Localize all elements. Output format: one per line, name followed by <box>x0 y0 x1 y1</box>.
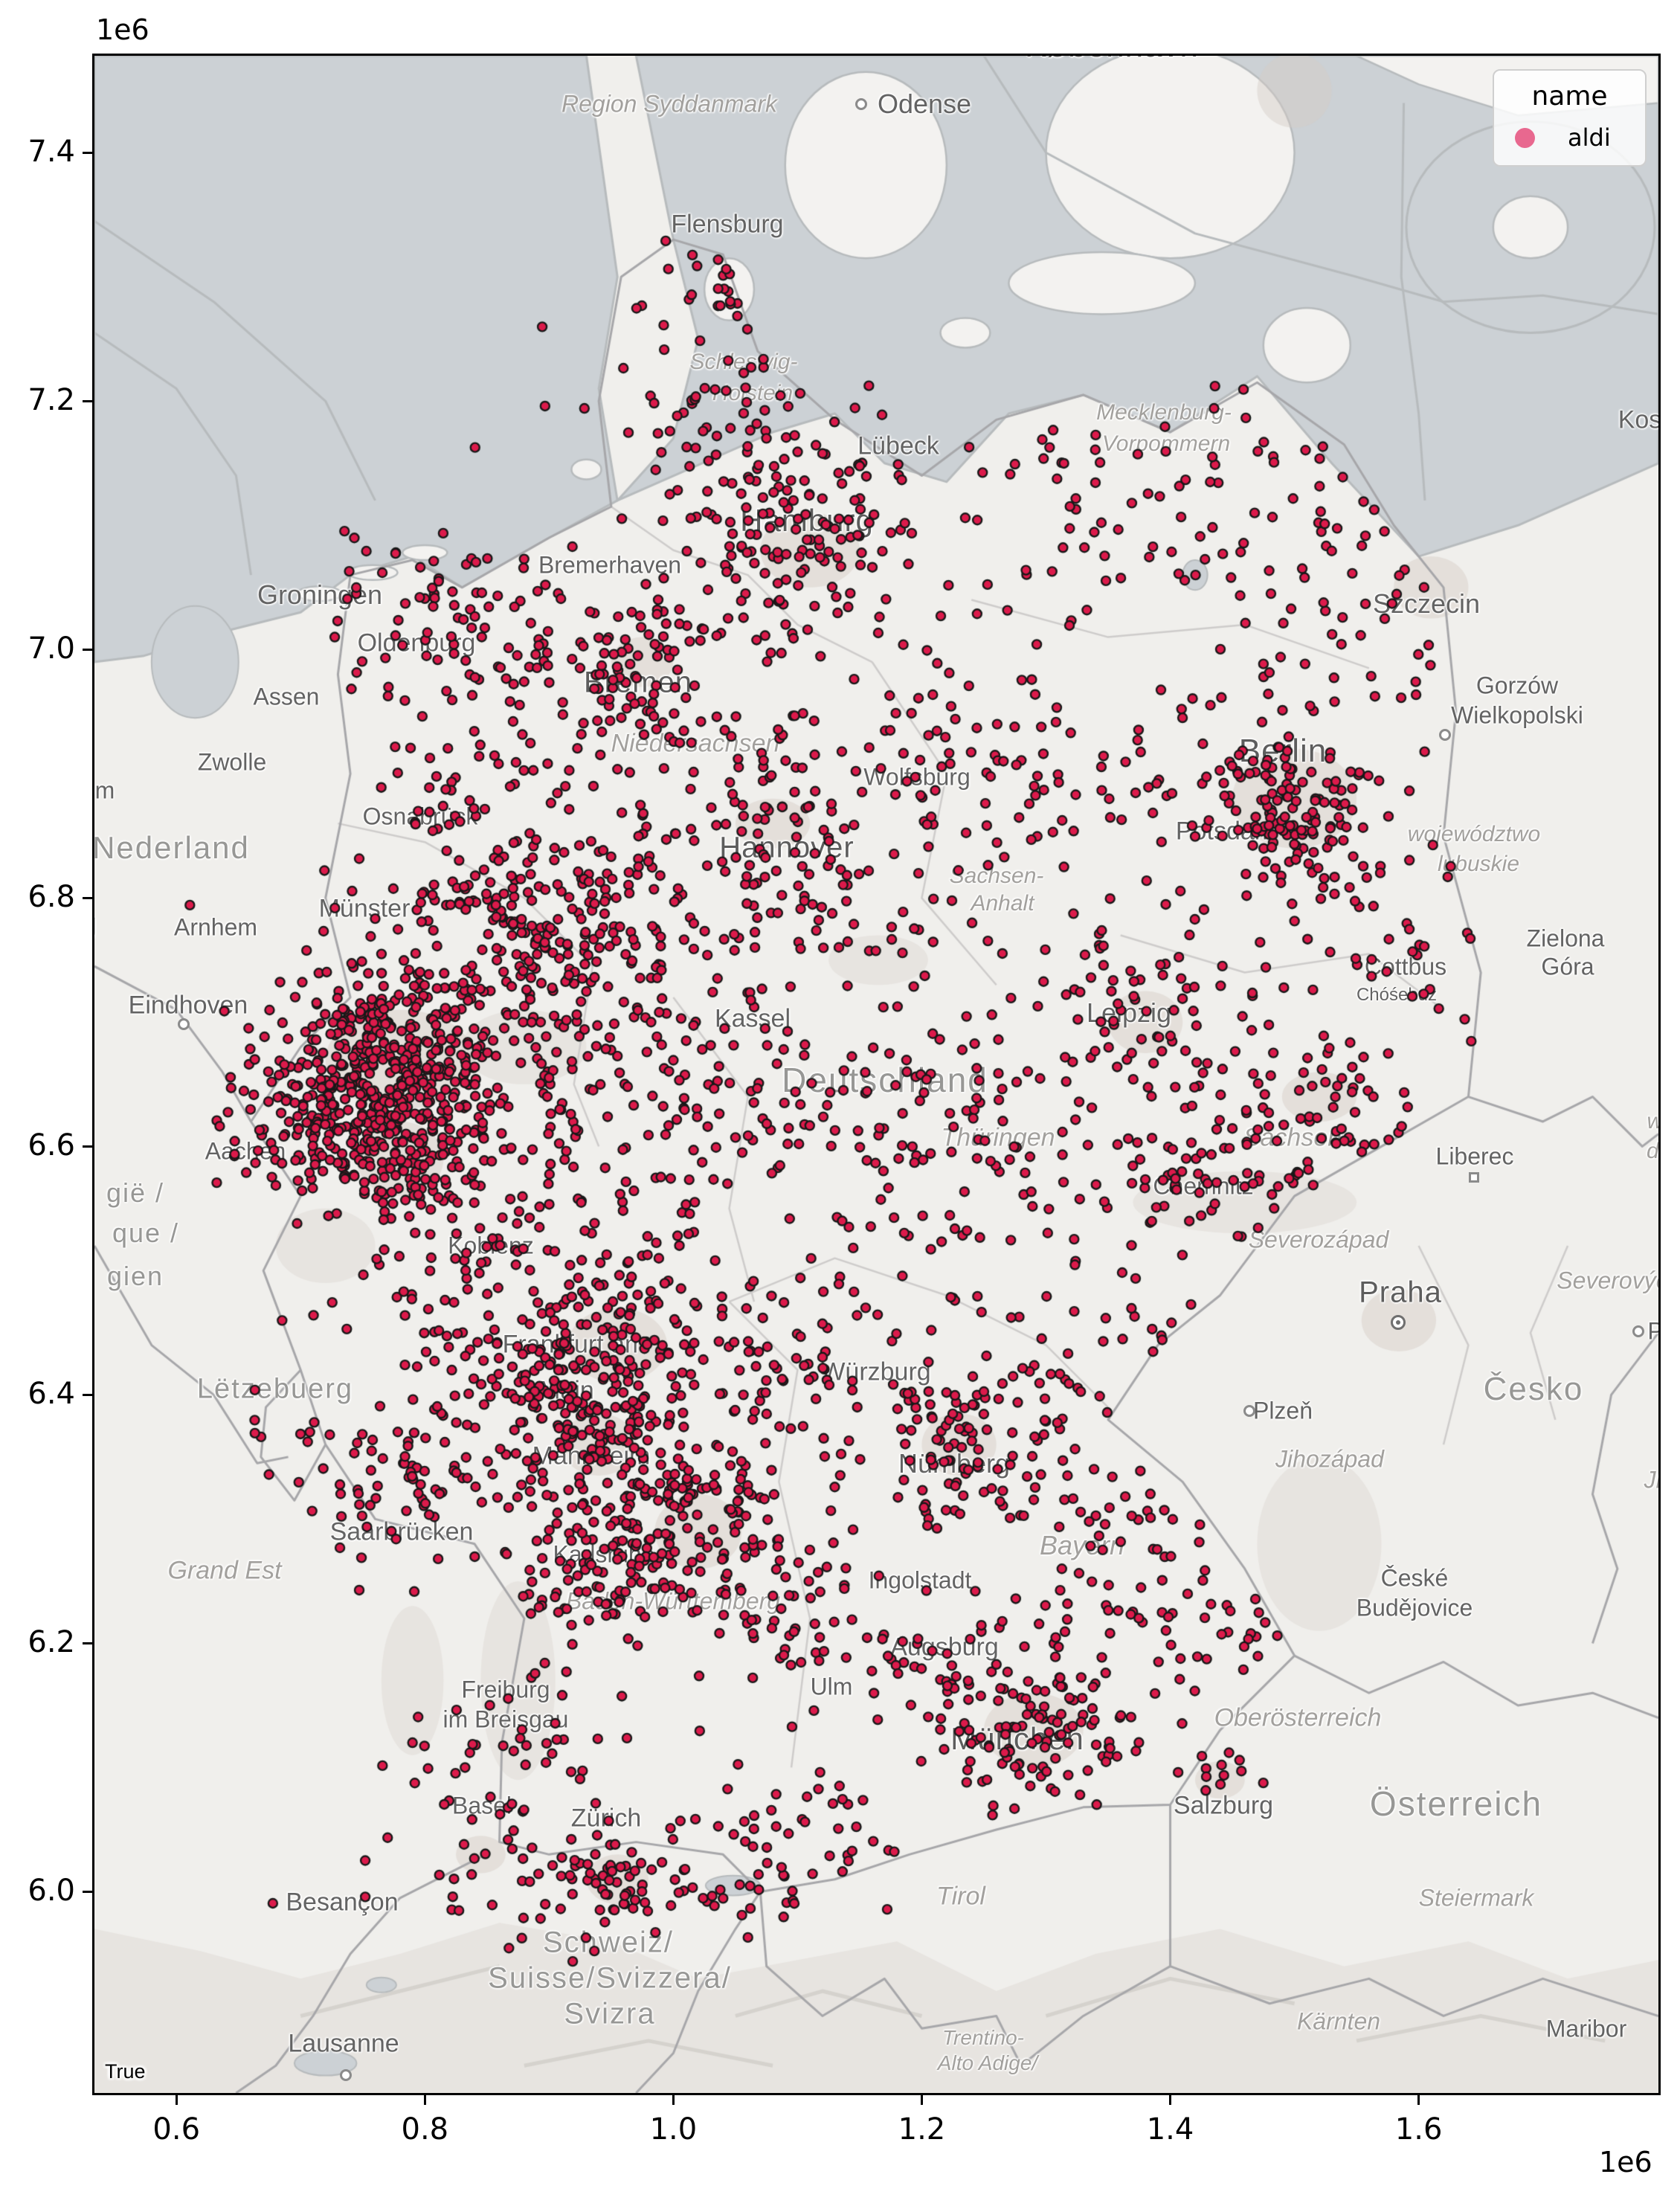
y-tick-mark <box>83 1890 92 1893</box>
y-tick-mark <box>83 1145 92 1148</box>
x-tick-mark <box>175 2095 178 2105</box>
y-tick-label: 7.0 <box>28 631 75 666</box>
y-tick-label: 6.2 <box>28 1625 75 1660</box>
x-tick-mark <box>920 2095 923 2105</box>
attribution-text: True <box>105 2060 146 2083</box>
y-tick-label: 6.8 <box>28 880 75 915</box>
legend-title: name <box>1531 81 1608 112</box>
y-axis-offset-text: 1e6 <box>96 13 149 46</box>
y-tick-label: 7.2 <box>28 383 75 418</box>
x-tick-mark <box>423 2095 426 2105</box>
y-tick-label: 6.4 <box>28 1377 75 1412</box>
y-tick-mark <box>83 399 92 402</box>
x-tick-mark <box>672 2095 675 2105</box>
y-tick-mark <box>83 151 92 154</box>
x-tick-label: 1.4 <box>1146 2112 1194 2147</box>
legend[interactable]: name aldi <box>1493 69 1647 167</box>
x-tick-label: 0.8 <box>401 2112 449 2147</box>
x-tick-label: 1.0 <box>649 2112 698 2147</box>
y-tick-mark <box>83 648 92 651</box>
legend-entry-label: aldi <box>1568 123 1611 152</box>
x-tick-label: 1.2 <box>898 2112 946 2147</box>
legend-marker-aldi <box>1515 127 1535 148</box>
legend-entry[interactable]: aldi <box>1515 123 1627 152</box>
y-tick-mark <box>83 1642 92 1644</box>
y-tick-mark <box>83 1393 92 1396</box>
scatter-canvas <box>94 56 1658 2093</box>
map-plot-area[interactable]: KøbenhavnRegion SyddanmarkOdenseFlensbur… <box>94 56 1658 2093</box>
y-tick-mark <box>83 896 92 899</box>
y-tick-label: 7.4 <box>28 135 75 170</box>
y-tick-label: 6.0 <box>28 1874 75 1909</box>
x-tick-label: 1.6 <box>1394 2112 1443 2147</box>
x-tick-mark <box>1417 2095 1420 2105</box>
y-tick-label: 6.6 <box>28 1128 75 1163</box>
x-axis-offset-text: 1e6 <box>1599 2146 1652 2179</box>
x-tick-mark <box>1169 2095 1172 2105</box>
x-tick-label: 0.6 <box>152 2112 201 2147</box>
